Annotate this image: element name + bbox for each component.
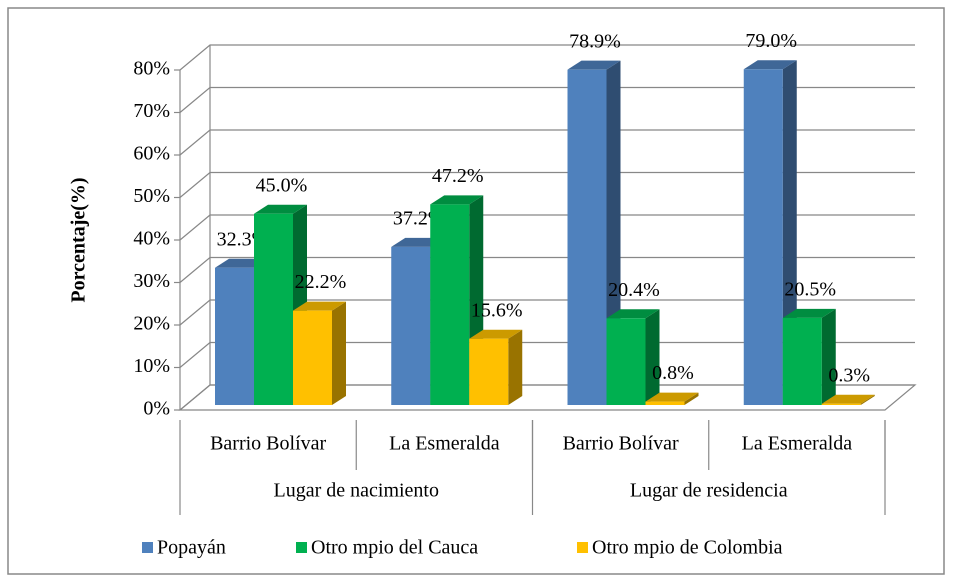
bar-top xyxy=(430,195,484,205)
y-tick-label: 60% xyxy=(133,143,170,165)
bar-side xyxy=(684,392,699,405)
bar-front xyxy=(215,267,254,405)
bar xyxy=(469,329,523,405)
bar-front xyxy=(254,213,293,405)
legend-swatch xyxy=(296,542,307,553)
grid-line xyxy=(179,384,915,411)
bar-top xyxy=(743,60,797,70)
data-label: 20.4% xyxy=(608,279,660,301)
x-tick-label: La Esmeralda xyxy=(742,433,853,455)
y-tick-label: 0% xyxy=(143,398,170,420)
bar-top xyxy=(293,301,346,311)
bar-front xyxy=(645,401,685,405)
bar-top xyxy=(645,392,699,402)
y-tick-label: 30% xyxy=(133,270,170,292)
data-label: 78.9% xyxy=(569,30,621,52)
bar-top xyxy=(469,329,523,339)
grid-line xyxy=(179,86,915,113)
bar xyxy=(606,309,660,405)
legend-label: Otro mpio del Cauca xyxy=(311,537,478,559)
grid-line xyxy=(179,299,915,326)
bar-front xyxy=(391,246,431,405)
bar-front xyxy=(606,318,646,405)
group-label: Lugar de nacimiento xyxy=(274,480,440,502)
bar-front xyxy=(567,69,607,406)
data-label: 45.0% xyxy=(256,174,308,196)
bar-front xyxy=(743,69,783,405)
legend-label: Popayán xyxy=(157,537,226,559)
bar xyxy=(293,301,346,405)
x-tick-label: La Esmeralda xyxy=(389,433,500,455)
y-tick-label: 70% xyxy=(133,100,170,122)
y-tick-label: 20% xyxy=(133,313,170,335)
bar-top xyxy=(606,309,660,319)
bar-top xyxy=(567,60,621,70)
data-label: 15.6% xyxy=(471,299,523,321)
y-tick-label: 80% xyxy=(133,58,170,80)
grid-line xyxy=(179,341,915,368)
data-label: 79.0% xyxy=(745,30,797,52)
y-tick-label: 40% xyxy=(133,228,170,250)
bar-side xyxy=(332,301,346,405)
bar xyxy=(645,392,699,405)
bar-front xyxy=(782,317,822,405)
data-label: 0.8% xyxy=(652,362,694,384)
grid-line xyxy=(179,44,915,71)
y-axis-label: Porcentaje(%) xyxy=(68,177,90,302)
legend-swatch xyxy=(142,542,153,553)
legend-swatch xyxy=(577,542,588,553)
bar-front xyxy=(430,204,470,405)
bar-top xyxy=(254,204,307,214)
bar-top xyxy=(782,308,836,318)
bar xyxy=(782,308,836,405)
data-label: 22.2% xyxy=(295,271,347,293)
x-tick-label: Barrio Bolívar xyxy=(563,433,679,455)
bar-side xyxy=(508,329,523,405)
x-tick-label: Barrio Bolívar xyxy=(210,433,326,455)
bar-side xyxy=(821,308,836,405)
bar-front xyxy=(821,403,861,405)
grid-line xyxy=(179,129,915,156)
bar xyxy=(821,394,875,405)
bar-side xyxy=(645,309,660,405)
data-label: 0.3% xyxy=(828,364,870,386)
bar-side xyxy=(860,394,875,405)
y-tick-label: 50% xyxy=(133,185,170,207)
bar-top xyxy=(821,394,875,404)
grid-line xyxy=(179,171,915,198)
legend-label: Otro mpio de Colombia xyxy=(592,537,783,559)
grid-line xyxy=(179,256,915,283)
data-label: 20.5% xyxy=(784,278,836,300)
bar xyxy=(254,204,307,405)
data-label: 47.2% xyxy=(432,165,484,187)
bar-front xyxy=(293,310,332,405)
group-label: Lugar de residencia xyxy=(630,480,788,502)
y-tick-label: 10% xyxy=(133,355,170,377)
bar-front xyxy=(469,338,509,405)
grid-line xyxy=(179,214,915,241)
